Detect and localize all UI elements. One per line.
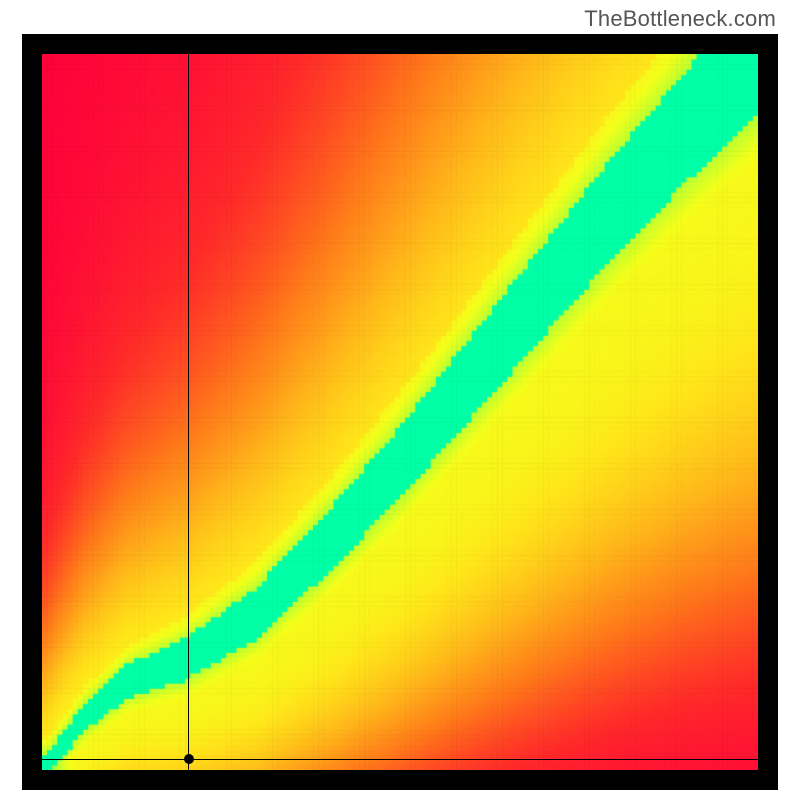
marker-dot <box>184 754 194 764</box>
crosshair-vertical <box>188 54 189 770</box>
plot-area <box>42 54 758 770</box>
plot-outer-frame <box>22 34 778 790</box>
chart-container: TheBottleneck.com <box>0 0 800 800</box>
watermark-text: TheBottleneck.com <box>584 6 776 32</box>
crosshair-horizontal <box>42 759 758 760</box>
heatmap-canvas <box>42 54 758 770</box>
